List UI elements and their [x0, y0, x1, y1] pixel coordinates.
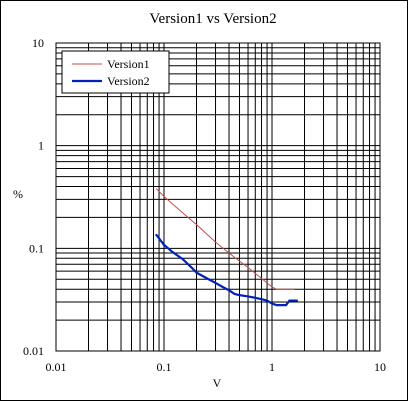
legend-label-version2: Version2	[107, 74, 150, 88]
series-line-version2	[155, 233, 298, 307]
x-tick-label: 1	[269, 360, 275, 374]
chart-title: Version1 vs Version2	[149, 11, 276, 27]
series-layer	[155, 188, 298, 307]
y-tick-label: 0.1	[29, 241, 44, 255]
y-tick-label: 10	[32, 36, 44, 50]
y-tick-label: 0.01	[23, 344, 44, 358]
grid-layer	[55, 43, 380, 352]
series-line-version1	[155, 188, 295, 290]
legend-label-version1: Version1	[107, 57, 150, 71]
x-tick-label: 0.01	[46, 360, 67, 374]
tick-labels: 0.01 0.1 1 10 0.01 0.1 1 10	[23, 36, 386, 374]
legend: Version1 Version2	[61, 50, 170, 94]
legend-box	[61, 50, 170, 94]
y-axis-label: %	[13, 187, 23, 201]
x-tick-label: 10	[374, 360, 386, 374]
y-tick-label: 1	[38, 139, 44, 153]
x-axis-label: V	[213, 376, 222, 390]
plot-border	[55, 42, 381, 352]
x-tick-label: 0.1	[157, 360, 172, 374]
